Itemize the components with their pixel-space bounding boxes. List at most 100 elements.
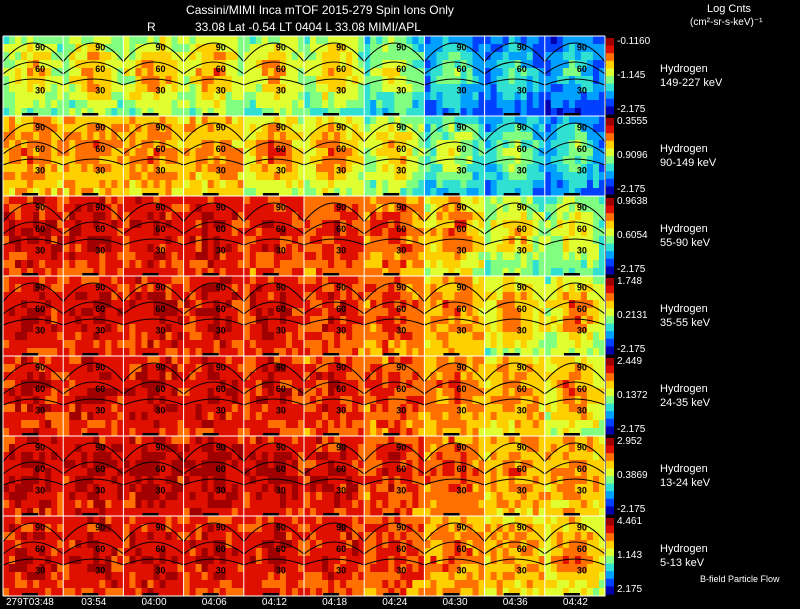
heatmap-pixel (418, 292, 425, 301)
heatmap-pixel (279, 204, 287, 213)
heatmap-pixel (159, 52, 167, 61)
heatmap-pixel (111, 36, 118, 45)
heatmap-pixel (574, 164, 582, 173)
heatmap-pixel (267, 364, 275, 373)
heatmap-pixel (430, 92, 437, 101)
heatmap-pixel (141, 188, 148, 197)
heatmap-pixel (376, 244, 383, 253)
heatmap-pixel (478, 332, 486, 341)
heatmap-pixel (39, 420, 46, 429)
heatmap-pixel (177, 164, 185, 173)
heatmap-pixel (580, 292, 588, 301)
heatmap-pixel (370, 340, 377, 349)
heatmap-pixel (99, 364, 106, 373)
heatmap-pixel (45, 196, 52, 205)
heatmap-pixel (478, 132, 486, 141)
heatmap-pixel (454, 308, 462, 317)
heatmap-pixel (442, 292, 449, 301)
heatmap-pixel (63, 156, 70, 165)
heatmap-pixel (135, 364, 142, 373)
heatmap-pixel (418, 164, 425, 173)
heatmap-pixel (105, 300, 112, 309)
heatmap-pixel (69, 316, 76, 325)
colorbar-segment (606, 255, 614, 260)
heatmap-pixel (586, 52, 594, 61)
heatmap-pixel (147, 60, 154, 69)
heatmap-pixel (544, 260, 552, 269)
heatmap-pixel (436, 180, 443, 189)
heatmap-pixel (388, 236, 395, 245)
heatmap-pixel (51, 124, 58, 133)
heatmap-pixel (544, 164, 552, 173)
heatmap-pixel (304, 228, 311, 237)
heatmap-pixel (472, 60, 480, 69)
heatmap-pixel (460, 100, 468, 109)
heatmap-pixel (189, 252, 197, 261)
heatmap-pixel (406, 308, 413, 317)
heatmap-pixel (87, 324, 94, 333)
heatmap-pixel (418, 100, 425, 109)
heatmap-pixel (219, 412, 227, 421)
heatmap-pixel (219, 292, 227, 301)
heatmap-pixel (316, 284, 323, 293)
heatmap-pixel (586, 324, 594, 333)
pitch-contour (2, 362, 64, 382)
heatmap-pixel (580, 68, 588, 77)
heatmap-pixel (213, 60, 221, 69)
heatmap-pixel (153, 356, 161, 365)
heatmap-pixel (273, 324, 281, 333)
heatmap-pixel (520, 332, 528, 341)
heatmap-pixel (304, 52, 311, 61)
heatmap-pixel (243, 92, 251, 101)
heatmap-pixel (81, 220, 88, 229)
heatmap-pixel (93, 364, 100, 373)
heatmap-pixel (27, 356, 34, 365)
heatmap-pixel (514, 340, 522, 349)
heatmap-pixel (69, 332, 76, 341)
heatmap-pixel (165, 388, 173, 397)
heatmap-pixel (574, 116, 582, 125)
heatmap-pixel (370, 292, 377, 301)
heatmap-pixel (249, 164, 257, 173)
heatmap-pixel (9, 180, 16, 189)
heatmap-pixel (520, 228, 528, 237)
heatmap-pixel (279, 372, 287, 381)
heatmap-pixel (81, 124, 88, 133)
heatmap-pixel (472, 212, 480, 221)
heatmap-pixel (592, 284, 600, 293)
heatmap-pixel (27, 364, 34, 373)
heatmap-pixel (406, 36, 413, 45)
heatmap-pixel (340, 212, 347, 221)
pitch-contour (424, 238, 485, 246)
heatmap-pixel (273, 220, 281, 229)
heatmap-pixel (207, 380, 215, 389)
contour-label: 30 (396, 246, 406, 256)
heatmap-pixel (159, 188, 167, 197)
heatmap-pixel (592, 132, 600, 141)
heatmap-pixel (3, 164, 10, 173)
pitch-contour (62, 301, 124, 315)
heatmap-pixel (255, 308, 263, 317)
heatmap-pixel (81, 292, 88, 301)
heatmap-pixel (514, 348, 522, 357)
pitch-contour (62, 221, 124, 235)
heatmap-pixel (9, 52, 16, 61)
heatmap-pixel (574, 276, 582, 285)
heatmap-pixel (87, 188, 94, 197)
heatmap-pixel (255, 116, 263, 125)
heatmap-pixel (33, 76, 40, 85)
heatmap-pixel (153, 260, 161, 269)
heatmap-pixel (376, 132, 383, 141)
heatmap-pixel (454, 52, 462, 61)
heatmap-pixel (346, 340, 353, 349)
heatmap-pixel (141, 268, 148, 277)
heatmap-pixel (418, 60, 425, 69)
heatmap-pixel (520, 316, 528, 325)
heatmap-pixel (63, 180, 70, 189)
heatmap-pixel (370, 84, 377, 93)
pitch-contour (544, 238, 606, 246)
heatmap-pixel (508, 260, 516, 269)
heatmap-pixel (382, 172, 389, 181)
heatmap-pixel (249, 348, 257, 357)
heatmap-pixel (171, 332, 179, 341)
